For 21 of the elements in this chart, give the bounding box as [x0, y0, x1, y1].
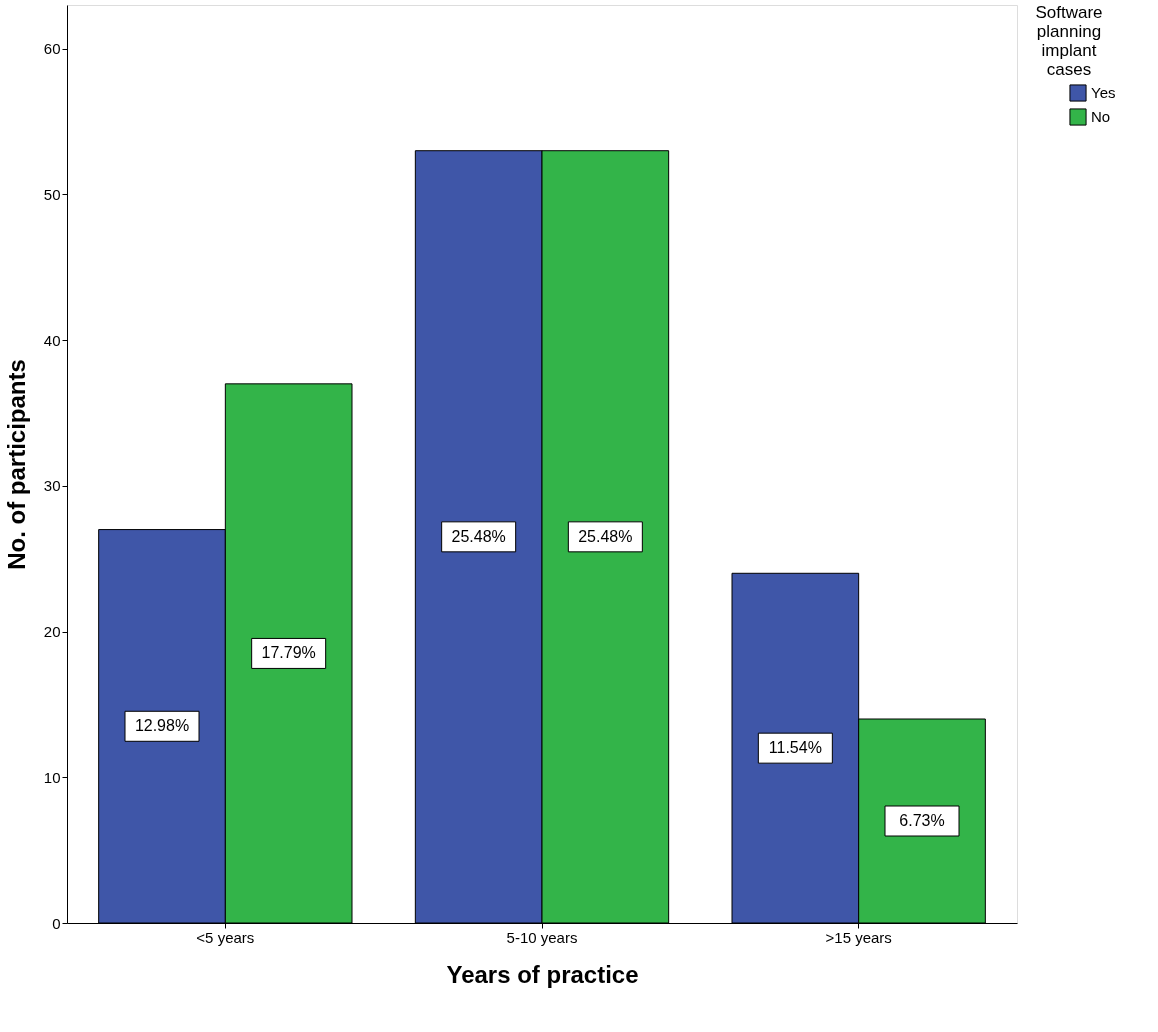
annotation: 12.98%	[134, 717, 190, 735]
annotation: 17.79%	[261, 644, 316, 662]
annotation: 25.48%	[578, 527, 633, 545]
legend-title: Software planning implant cases	[1035, 3, 1103, 79]
y-tick-label: 50	[43, 185, 61, 203]
annotation: 6.73%	[899, 812, 945, 829]
x-tick-label: <5 years	[196, 928, 255, 946]
y-tick-label: 10	[43, 768, 61, 786]
y-axis-title: No. of participants	[2, 359, 30, 570]
x-tick-label: >15 years	[825, 928, 892, 946]
x-tick-label: 5-10 years	[506, 928, 578, 946]
legend-label: No	[1091, 108, 1111, 125]
y-tick-label: 60	[43, 40, 61, 58]
y-tick-label: 40	[43, 331, 61, 349]
y-tick-label: 20	[43, 623, 61, 641]
annotation: 11.54%	[768, 739, 822, 757]
legend-label: Yes	[1091, 84, 1116, 101]
y-tick-label: 0	[52, 914, 61, 932]
y-tick-label: 30	[43, 477, 61, 495]
annotation: 25.48%	[451, 527, 506, 545]
x-axis-title: Years of practice	[446, 960, 639, 988]
